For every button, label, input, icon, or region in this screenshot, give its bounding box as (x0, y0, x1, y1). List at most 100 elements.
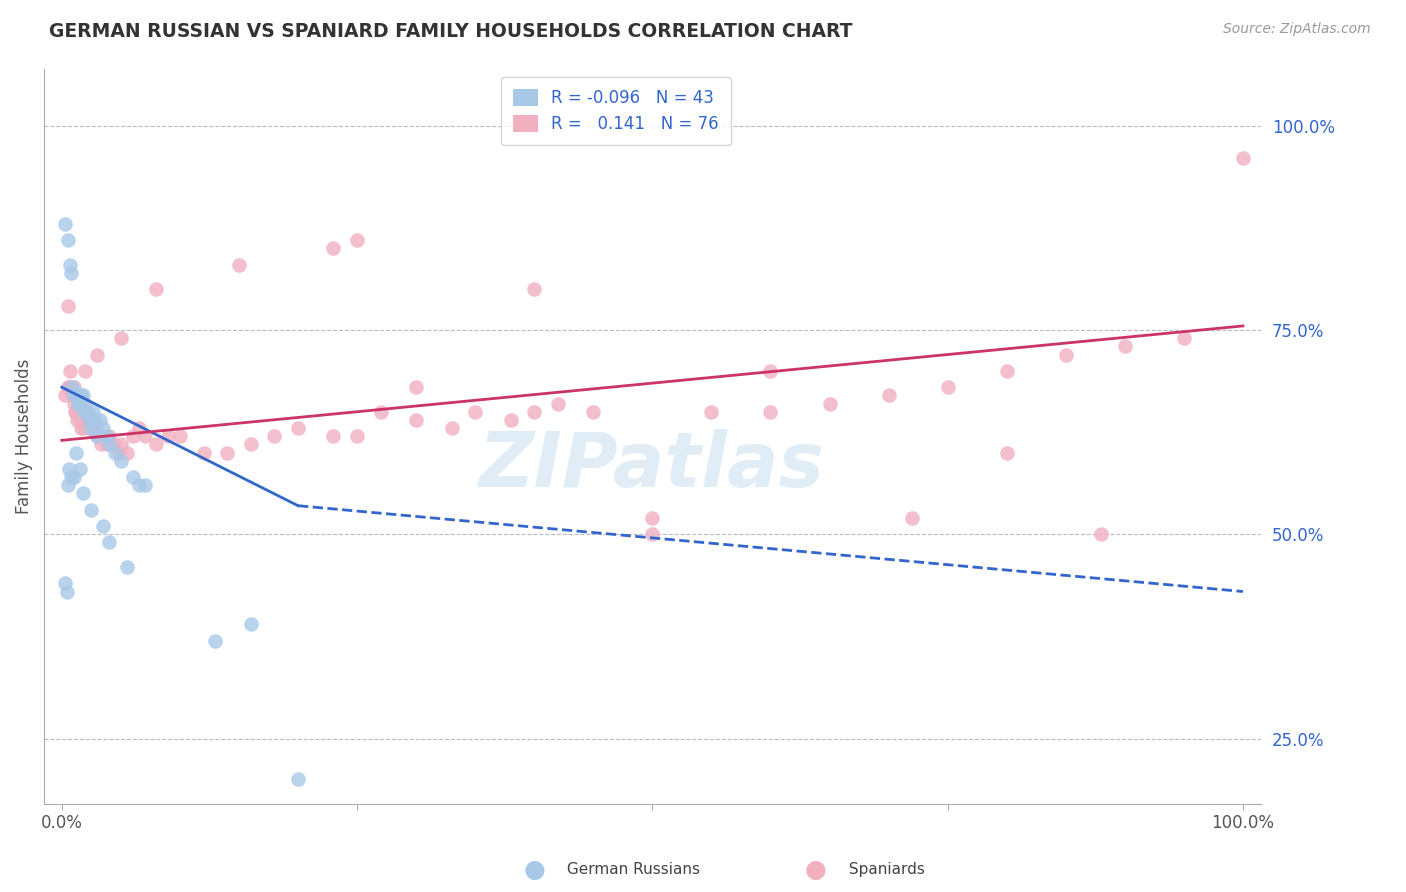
Point (67, 405, 90, 419)
Point (1114, 339, 1136, 353)
Point (322, 241, 344, 255)
Point (346, 429, 368, 443)
Point (56, 233, 79, 247)
Point (72, 421, 94, 435)
Point (103, 437, 125, 451)
Point (69, 388, 91, 402)
Point (83, 413, 105, 427)
Point (69, 396, 91, 410)
Point (523, 405, 546, 419)
Point (62, 396, 84, 410)
Text: ●: ● (523, 858, 546, 881)
Point (499, 413, 522, 427)
Point (1054, 347, 1077, 361)
Point (86, 429, 108, 443)
Point (115, 560, 138, 574)
Point (641, 511, 664, 525)
Point (59, 258, 82, 272)
Point (83, 421, 105, 435)
Point (217, 445, 239, 459)
Text: Spaniards: Spaniards (844, 863, 925, 877)
Point (80, 421, 103, 435)
Point (56, 298, 79, 312)
Point (82, 405, 104, 419)
Point (60, 266, 83, 280)
Point (145, 437, 167, 451)
Point (110, 454, 132, 468)
Text: ZIPatlas: ZIPatlas (479, 429, 825, 503)
Point (239, 437, 262, 451)
Point (55, 584, 77, 599)
Point (75, 364, 97, 378)
Point (70, 396, 93, 410)
Point (89, 413, 111, 427)
Point (79, 421, 101, 435)
Point (62, 380, 84, 394)
Point (98, 535, 121, 549)
Point (69, 413, 91, 427)
Point (98, 437, 121, 451)
Point (263, 429, 285, 443)
Point (59, 364, 82, 378)
Point (91, 421, 114, 435)
Point (58, 380, 80, 394)
Point (287, 421, 309, 435)
Point (1090, 527, 1112, 541)
Point (759, 405, 782, 419)
Point (104, 445, 127, 459)
Point (76, 413, 98, 427)
Point (69, 462, 91, 476)
Point (96, 429, 118, 443)
Point (936, 380, 959, 394)
Point (464, 405, 486, 419)
Point (60, 380, 83, 394)
Point (60, 470, 83, 484)
Point (62, 388, 84, 402)
Point (65, 405, 87, 419)
Point (62, 380, 84, 394)
Point (582, 405, 605, 419)
Point (56, 380, 79, 394)
Point (53, 217, 76, 231)
Point (128, 421, 150, 435)
Point (204, 633, 226, 648)
Point (287, 772, 309, 787)
Point (73, 405, 96, 419)
Point (90, 437, 112, 451)
Point (405, 380, 427, 394)
Point (58, 462, 80, 476)
Point (370, 405, 392, 419)
Point (995, 445, 1018, 459)
Point (322, 429, 344, 443)
Point (53, 576, 76, 591)
Point (405, 413, 427, 427)
Y-axis label: Family Households: Family Households (15, 359, 32, 514)
Point (115, 445, 138, 459)
Point (63, 388, 86, 402)
Point (79, 413, 101, 427)
Point (228, 258, 250, 272)
Text: ●: ● (804, 858, 827, 881)
Point (134, 429, 156, 443)
Point (72, 486, 94, 500)
Legend: R = -0.096   N = 43, R =   0.141   N = 76: R = -0.096 N = 43, R = 0.141 N = 76 (501, 77, 731, 145)
Point (107, 445, 129, 459)
Text: GERMAN RUSSIAN VS SPANIARD FAMILY HOUSEHOLDS CORRELATION CHART: GERMAN RUSSIAN VS SPANIARD FAMILY HOUSEH… (49, 22, 852, 41)
Point (523, 282, 546, 296)
Point (69, 421, 91, 435)
Point (91, 429, 114, 443)
Point (53, 388, 76, 402)
Point (901, 511, 924, 525)
Point (157, 429, 180, 443)
Point (995, 364, 1018, 378)
Point (65, 388, 87, 402)
Point (72, 388, 94, 402)
Point (169, 429, 191, 443)
Point (98, 429, 121, 443)
Point (877, 388, 900, 402)
Point (239, 617, 262, 632)
Point (76, 405, 98, 419)
Point (96, 437, 118, 451)
Point (641, 527, 664, 541)
Point (62, 470, 84, 484)
